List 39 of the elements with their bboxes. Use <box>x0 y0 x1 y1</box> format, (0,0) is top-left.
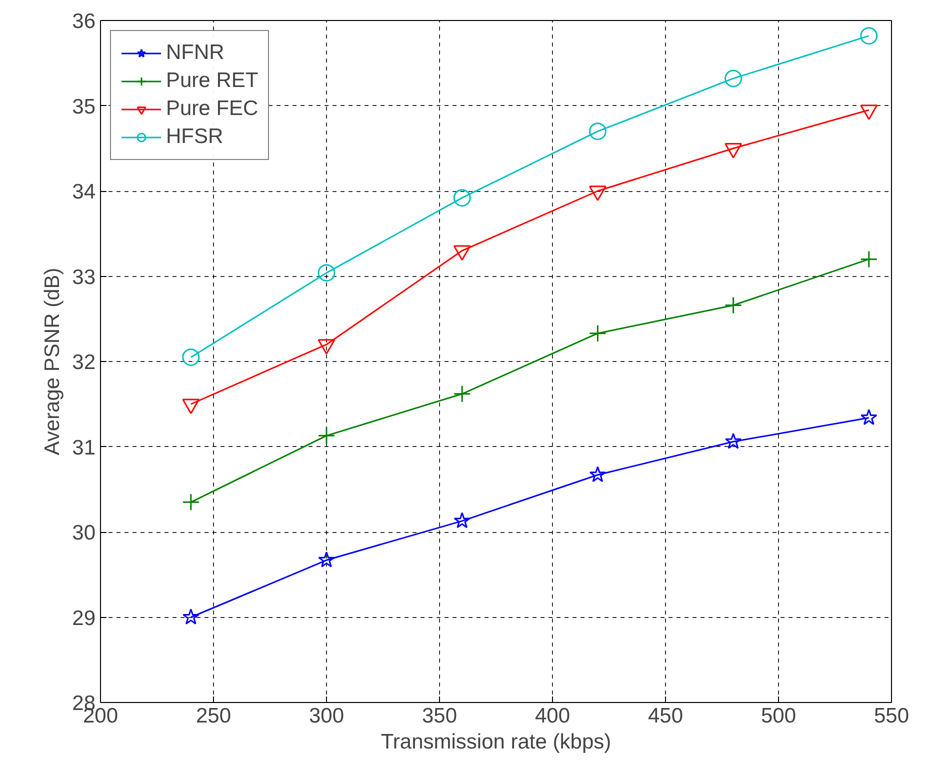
point <box>454 512 470 528</box>
y-tick-label: 30 <box>72 522 96 544</box>
x-tick-label: 350 <box>422 704 458 728</box>
legend-label: HFSR <box>166 125 224 149</box>
point <box>588 122 606 140</box>
point <box>318 426 336 444</box>
y-tick-label: 35 <box>72 95 96 118</box>
y-tick-label: 31 <box>72 436 96 460</box>
y-tick-label: 33 <box>72 266 96 289</box>
legend-label: Pure FEC <box>166 97 258 121</box>
x-tick-label: 550 <box>874 704 910 728</box>
x-axis-title: Transmission rate (kbps) <box>380 730 612 754</box>
point <box>182 493 200 511</box>
x-tick-label: 450 <box>648 704 684 728</box>
y-axis-title: Average PSNR (dB) <box>41 268 64 456</box>
point <box>860 27 878 45</box>
point <box>182 608 200 624</box>
point <box>318 264 336 282</box>
point <box>182 348 200 366</box>
point <box>724 296 742 314</box>
y-tick-label: 29 <box>72 606 96 630</box>
point <box>860 250 878 268</box>
point <box>724 432 742 449</box>
x-tick-label: 300 <box>308 704 344 728</box>
y-tick-label: 32 <box>72 351 96 374</box>
legend-label: Pure RET <box>166 69 258 93</box>
y-tick-label: 34 <box>72 180 96 204</box>
point <box>588 324 606 342</box>
point <box>589 466 606 482</box>
point <box>724 70 742 88</box>
point <box>318 551 335 568</box>
x-tick-label: 500 <box>760 704 796 728</box>
point <box>860 409 878 425</box>
y-tick-label: 36 <box>72 10 96 33</box>
legend-label: NFNR <box>166 41 224 65</box>
point <box>453 189 471 207</box>
point <box>453 385 471 403</box>
x-tick-label: 250 <box>196 704 232 728</box>
x-tick-label: 400 <box>534 704 570 728</box>
